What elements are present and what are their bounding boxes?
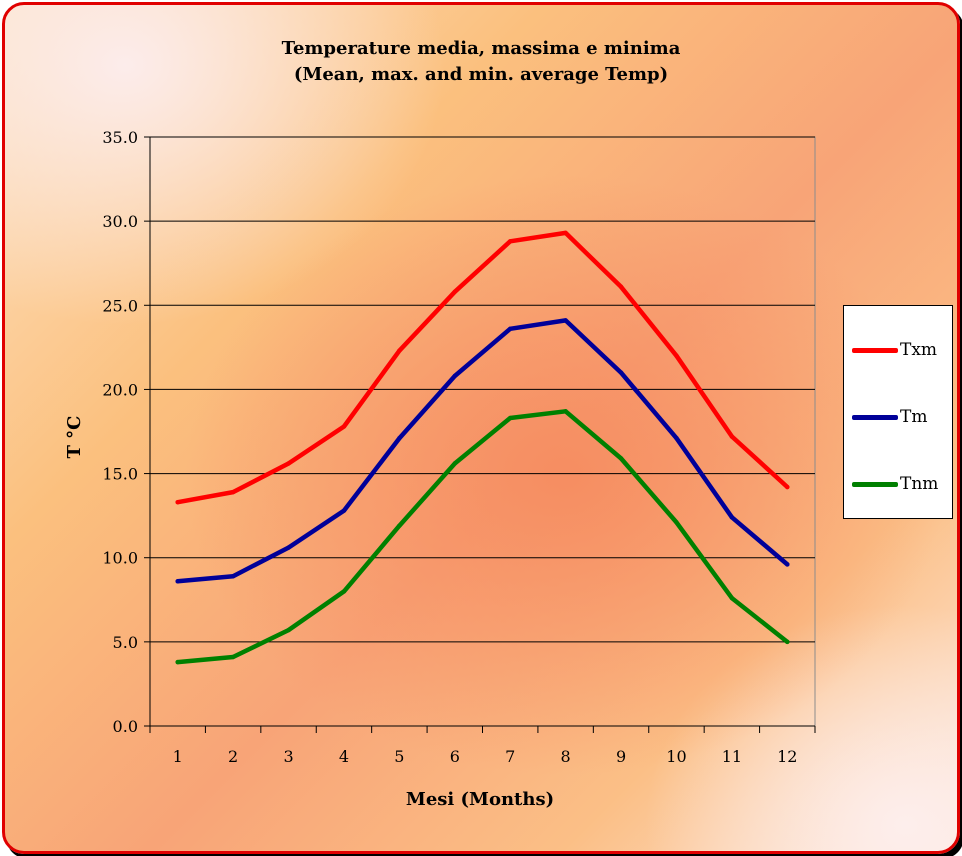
data-point-txm <box>452 289 457 295</box>
data-point-tnm <box>508 415 513 421</box>
y-tick-label: 25.0 <box>102 296 138 315</box>
legend-swatch-tnm <box>852 481 898 487</box>
x-tick-label: 6 <box>450 747 460 766</box>
x-axis-label: Mesi (Months) <box>406 789 554 810</box>
data-point-tnm <box>286 627 291 633</box>
data-point-tm <box>563 318 568 323</box>
data-point-tm <box>286 545 291 550</box>
y-tick-label: 5.0 <box>113 633 138 652</box>
legend-item-tm: Tm <box>852 407 927 427</box>
data-point-txm <box>674 353 679 358</box>
data-point-tnm <box>618 456 624 461</box>
data-point-tnm <box>785 639 790 645</box>
data-point-tm <box>341 508 347 513</box>
series-line-txm <box>175 230 790 505</box>
legend-item-tnm: Tnm <box>852 474 938 494</box>
x-tick-label: 8 <box>561 747 571 766</box>
y-tick-label: 30.0 <box>102 212 138 231</box>
legend-label-tm: Tm <box>900 407 928 427</box>
x-tick-label: 7 <box>505 747 515 766</box>
x-tick-label: 1 <box>173 747 183 766</box>
y-axis-label: T °C <box>64 416 85 459</box>
data-point-tnm <box>230 654 236 660</box>
chart-title: Temperature media, massima e minima <box>281 38 681 59</box>
data-point-tm <box>729 515 735 520</box>
data-point-txm <box>397 348 402 353</box>
x-tick-label: 12 <box>777 747 797 766</box>
x-tick-label: 9 <box>616 747 626 766</box>
data-point-txm <box>508 239 513 244</box>
data-point-txm <box>286 461 291 466</box>
y-tick-label: 35.0 <box>102 128 138 147</box>
series-line-tm <box>175 318 790 584</box>
data-point-txm <box>618 284 624 289</box>
x-tick-label: 5 <box>394 747 404 766</box>
x-tick-label: 4 <box>339 747 349 766</box>
data-point-tm <box>508 326 513 332</box>
legend-label-tnm: Tnm <box>900 474 939 494</box>
x-tick-label: 11 <box>722 747 742 766</box>
data-point-txm <box>175 499 180 505</box>
x-tick-label: 3 <box>283 747 293 766</box>
y-tick-label: 10.0 <box>102 549 138 568</box>
data-point-tm <box>230 574 236 579</box>
data-point-tm <box>618 370 624 375</box>
legend-swatch-tm <box>852 414 898 420</box>
data-point-txm <box>563 230 568 236</box>
data-point-txm <box>341 424 347 429</box>
plot-area <box>149 136 816 727</box>
data-point-txm <box>729 434 735 439</box>
data-point-tnm <box>341 589 347 594</box>
data-point-tm <box>785 562 790 567</box>
y-tick-label: 20.0 <box>102 380 138 399</box>
data-point-tnm <box>674 520 679 525</box>
legend-item-txm: Txm <box>852 340 937 360</box>
x-tick-label: 2 <box>228 747 238 766</box>
data-point-tnm <box>563 409 568 414</box>
x-tick-label: 10 <box>666 747 686 766</box>
chart-subtitle: (Mean, max. and min. average Temp) <box>293 64 669 85</box>
data-point-tm <box>175 579 180 584</box>
data-point-txm <box>785 484 790 490</box>
data-point-tnm <box>175 659 180 665</box>
data-point-tm <box>397 436 402 441</box>
data-point-tnm <box>452 461 457 466</box>
y-tick-label: 15.0 <box>102 465 138 484</box>
data-point-tm <box>452 373 457 379</box>
legend-swatch-txm <box>852 347 898 353</box>
data-point-tnm <box>397 523 402 528</box>
legend: Txm Tm Tnm <box>843 305 953 519</box>
series-line-tnm <box>175 409 790 665</box>
data-point-tm <box>674 436 679 441</box>
legend-label-txm: Txm <box>900 340 938 360</box>
data-point-txm <box>230 489 236 495</box>
data-point-tnm <box>729 595 735 601</box>
y-tick-label: 0.0 <box>113 717 138 736</box>
